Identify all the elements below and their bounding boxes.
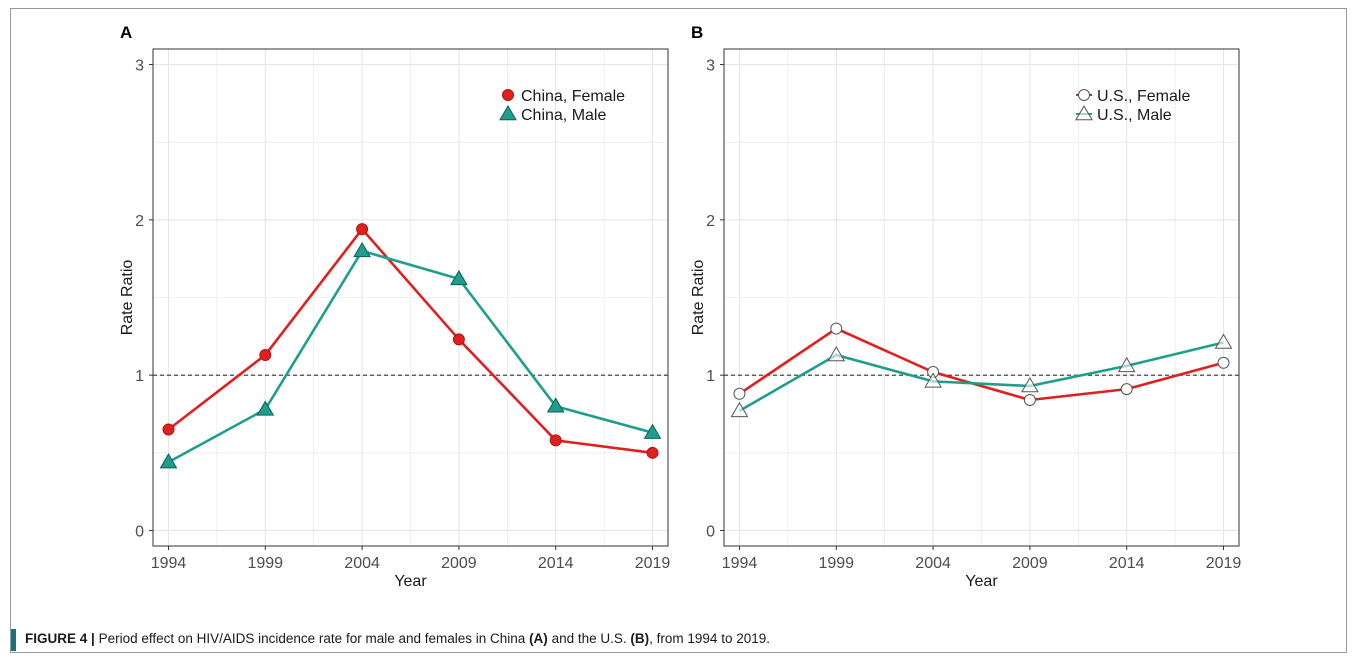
- plot-border: [152, 48, 669, 547]
- x-tick-label: 2004: [915, 555, 951, 572]
- figure-charts: 0 1 2 3 1994 1999 2004 2009 2014 2019 Year Rate Rat…: [119, 23, 1241, 590]
- x-tick-label: 2009: [1012, 555, 1048, 572]
- data-point-female: [549, 434, 562, 447]
- legend-key-marker: [1075, 105, 1093, 121]
- data-point-female: [646, 446, 659, 459]
- figure-frame: [10, 8, 1347, 653]
- data-point-female: [1023, 394, 1036, 407]
- legend-key-marker: [502, 89, 514, 101]
- x-tick-label: 2019: [1206, 555, 1242, 572]
- legend: U.S., Female U.S., Male: [1075, 88, 1190, 124]
- data-point-male: [643, 423, 662, 439]
- y-tick-label: 0: [706, 523, 715, 540]
- legend-label: U.S., Male: [1097, 107, 1172, 124]
- data-point-female-outline: [1023, 394, 1036, 407]
- data-point-male: [1117, 356, 1136, 373]
- data-point-male: [1214, 333, 1233, 349]
- y-axis-title: Rate Ratio: [690, 260, 707, 336]
- series-line-female: [167, 227, 653, 455]
- x-tick-label: 2019: [635, 555, 671, 572]
- legend-label: China, Female: [521, 88, 625, 105]
- panel-label-b: B: [691, 23, 703, 42]
- y-tick-label: 0: [135, 523, 144, 540]
- data-point-male: [546, 397, 565, 413]
- caption-panel-b-ref: (B): [630, 631, 650, 646]
- data-point-female: [1217, 356, 1230, 369]
- legend-key-marker-outline: [1078, 89, 1090, 101]
- x-axis-title: Year: [965, 573, 998, 590]
- data-point-female-outline: [830, 322, 843, 335]
- x-axis-title: Year: [394, 573, 427, 590]
- y-tick-label: 1: [706, 368, 715, 385]
- data-point-male: [353, 241, 371, 258]
- x-tick-label: 1994: [722, 555, 758, 572]
- plot-border: [723, 48, 1240, 547]
- data-point-male: [730, 401, 749, 418]
- series-line-female: [738, 327, 1224, 402]
- x-tick-label: 1994: [151, 555, 187, 572]
- data-point-female: [830, 322, 843, 335]
- data-point-female: [356, 223, 369, 236]
- y-tick-label: 2: [706, 213, 715, 230]
- caption-text-part2: and the U.S.: [551, 631, 627, 646]
- y-tick-label: 3: [135, 58, 144, 75]
- x-tick-label: 1999: [818, 555, 854, 572]
- data-point-male: [1021, 377, 1039, 393]
- series-line-male: [738, 341, 1224, 413]
- caption-accent-bar: [11, 629, 16, 651]
- data-point-female-outline: [733, 387, 746, 400]
- figure-caption: FIGURE 4 | Period effect on HIV/AIDS inc…: [25, 631, 770, 646]
- x-tick-label: 2009: [441, 555, 477, 572]
- y-tick-label: 2: [135, 213, 144, 230]
- data-point-male: [827, 345, 846, 362]
- panel-label-a: A: [120, 23, 132, 42]
- series-line-male: [167, 249, 653, 464]
- x-tick-label: 2004: [344, 555, 380, 572]
- data-point-female: [162, 423, 175, 436]
- chart-panel-b: 0 1 2 3 1994 1999 2004 2009 2014 2019 Year Rate Rat…: [690, 23, 1241, 590]
- data-point-male: [159, 453, 178, 469]
- x-tick-label: 2014: [538, 555, 574, 572]
- caption-text-part1: Period effect on HIV/AIDS incidence rate…: [98, 631, 526, 646]
- legend-key-marker: [1078, 89, 1090, 101]
- data-point-female: [733, 387, 746, 400]
- gridlines: [724, 49, 1239, 546]
- legend: China, Female China, Male: [499, 88, 625, 124]
- data-point-female: [259, 348, 272, 361]
- data-point-female-outline: [1217, 356, 1230, 369]
- x-tick-label: 2014: [1109, 555, 1145, 572]
- legend-label: China, Male: [521, 107, 606, 124]
- legend-key-marker: [499, 105, 517, 121]
- y-axis-title: Rate Ratio: [119, 260, 136, 336]
- data-point-male: [450, 269, 468, 286]
- x-tick-label: 1999: [247, 555, 283, 572]
- caption-panel-a-ref: (A): [529, 631, 548, 646]
- caption-text-part3: , from 1994 to 2019.: [649, 631, 770, 646]
- data-point-female: [1120, 383, 1133, 396]
- caption-figure-label: FIGURE 4 |: [25, 631, 95, 646]
- data-point-female-outline: [1120, 383, 1133, 396]
- y-tick-label: 1: [135, 368, 144, 385]
- chart-panel-a: 0 1 2 3 1994 1999 2004 2009 2014 2019 Year Rate Rat…: [119, 23, 670, 590]
- legend-label: U.S., Female: [1097, 88, 1190, 105]
- data-point-male: [924, 372, 942, 388]
- data-point-male: [256, 400, 275, 416]
- gridlines: [153, 49, 668, 546]
- y-tick-label: 3: [706, 58, 715, 75]
- data-point-female: [452, 333, 465, 346]
